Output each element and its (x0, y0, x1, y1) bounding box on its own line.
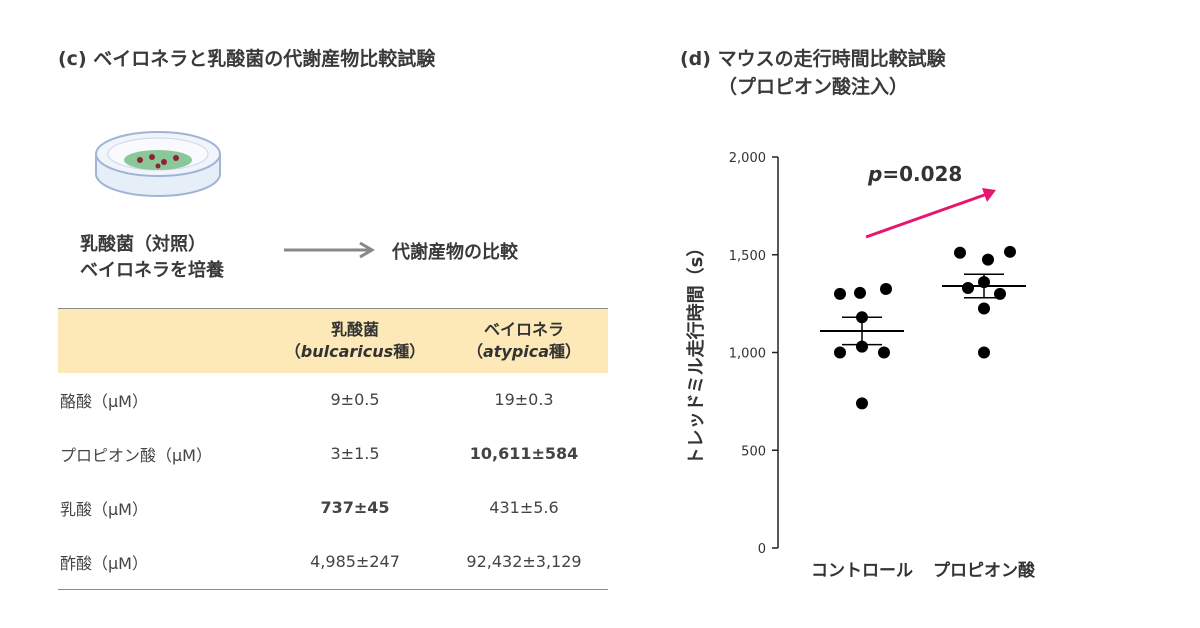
culture-label: 乳酸菌（対照） ベイロネラを培養 (80, 232, 224, 284)
mean-sem-bars (820, 273, 1026, 346)
cell-lactobacillus: 737±45 (320, 498, 390, 517)
table-row: プロピオン酸（µM） 3±1.5 10,611±584 (58, 427, 608, 481)
table-header-row: 乳酸菌 （bulcaricus種） ベイロネラ （atypica種） (58, 308, 608, 373)
row-label: プロピオン酸（µM） (60, 445, 212, 465)
data-point (834, 287, 846, 300)
data-point (878, 346, 890, 359)
x-tick-label: コントロール (811, 561, 913, 581)
header-lactobacillus: 乳酸菌 （bulcaricus種） (284, 319, 426, 361)
panel-c-title: (c) ベイロネラと乳酸菌の代謝産物比較試験 (58, 48, 436, 70)
data-point (834, 346, 846, 359)
row-label: 酪酸（µM） (60, 391, 148, 411)
y-tick-label: 0 (758, 542, 766, 557)
x-tick-labels: コントロール プロピオン酸 (811, 560, 1036, 581)
data-point (856, 397, 868, 410)
y-tick-label: 1,000 (729, 347, 766, 362)
culture-label-line2: ベイロネラを培養 (80, 260, 224, 281)
data-point (962, 281, 974, 294)
table-row: 乳酸（µM） 737±45 431±5.6 (58, 481, 608, 535)
data-point (856, 340, 868, 353)
data-point (854, 286, 866, 299)
cell-veillonella: 19±0.3 (494, 390, 554, 409)
process-arrow (284, 241, 375, 259)
header-veillonella: ベイロネラ （atypica種） (466, 319, 582, 361)
y-tick-label: 1,500 (729, 249, 766, 264)
data-point (994, 287, 1006, 300)
cell-lactobacillus: 4,985±247 (270, 534, 440, 590)
cell-veillonella: 92,432±3,129 (440, 534, 608, 590)
y-ticks: 0 500 1,000 1,500 2,000 (729, 151, 778, 557)
data-point (880, 282, 892, 295)
cell-veillonella: 10,611±584 (469, 444, 579, 463)
petri-dish-icon (95, 131, 221, 197)
data-point (954, 246, 966, 259)
trend-arrow (865, 188, 996, 239)
y-axis-label: トレッドミル走行時間（s） (685, 239, 707, 466)
y-tick-label: 2,000 (729, 151, 766, 166)
table-row: 酢酸（µM） 4,985±247 92,432±3,129 (58, 534, 608, 590)
data-point (982, 253, 994, 266)
cell-lactobacillus: 9±0.5 (330, 390, 380, 409)
x-tick-label: プロピオン酸 (933, 560, 1036, 581)
culture-label-line1: 乳酸菌（対照） (80, 234, 206, 255)
panel-d-subtitle: （プロピオン酸注入） (718, 76, 909, 98)
data-point (1004, 245, 1016, 258)
panel-d-title: (d) マウスの走行時間比較試験 (680, 48, 946, 70)
row-label: 酢酸（µM） (58, 534, 270, 590)
data-point (978, 346, 990, 359)
compare-label: 代謝産物の比較 (392, 242, 518, 263)
treadmill-scatter-chart: 0 500 1,000 1,500 2,000 トレッドミル走行時間（s） コントロール… (685, 151, 1036, 581)
y-tick-label: 500 (741, 444, 766, 459)
cell-lactobacillus: 3±1.5 (330, 444, 380, 463)
row-label: 乳酸（µM） (60, 499, 148, 519)
p-value-annotation: p=0.028 (867, 162, 962, 186)
table-row: 酪酸（µM） 9±0.5 19±0.3 (58, 373, 608, 427)
data-point (978, 302, 990, 315)
metabolite-table: 乳酸菌 （bulcaricus種） ベイロネラ （atypica種） 酪酸（µM… (58, 308, 608, 590)
cell-veillonella: 431±5.6 (489, 498, 559, 517)
